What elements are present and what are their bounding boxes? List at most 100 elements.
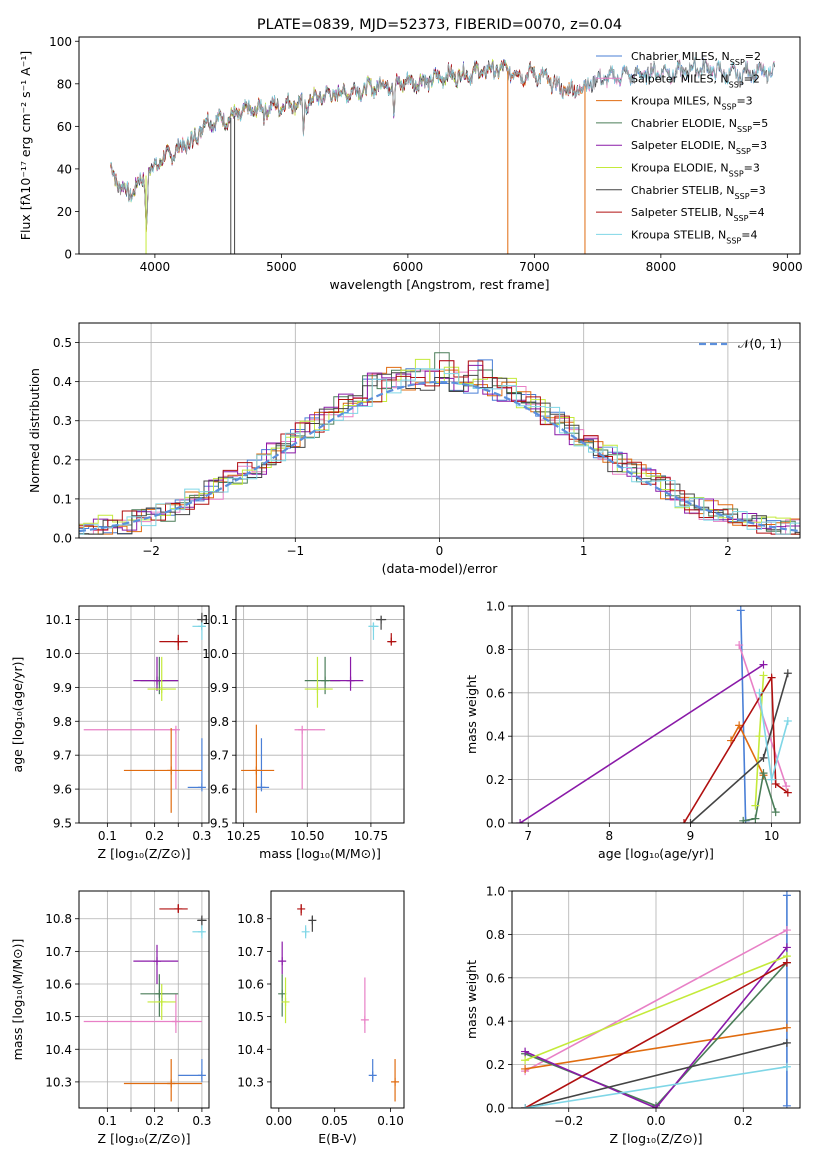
weight-line-0	[740, 610, 747, 821]
weight-point-4-1	[652, 1104, 660, 1108]
weight-point-1-1	[782, 926, 791, 935]
weight-line-8	[524, 1066, 788, 1108]
x-tick-label: 0.00	[265, 1114, 292, 1128]
legend-nssp-equals: =	[750, 184, 759, 197]
weight-point-0-0	[736, 606, 745, 615]
data-point-6	[197, 916, 206, 925]
panel-mass-vs-ebv: 0.00 0.05 0.10 10.3 10.4 10.5 10.6 10.7 10.8 E(B-…	[237, 890, 405, 1146]
data-point-2	[252, 766, 261, 775]
legend-nssp-prefix: , N	[719, 184, 734, 197]
x-tick-label: 5000	[266, 260, 297, 274]
weight-line-3	[743, 772, 777, 822]
data-point-1	[298, 725, 307, 734]
y-tick-label: 0.2	[486, 773, 505, 787]
y-tick-label: 10.1	[202, 613, 229, 627]
x-axis-label: Z [log₁₀(Z/Z⊙)]	[98, 1131, 191, 1146]
data-point-3	[278, 989, 287, 998]
y-tick-label: 9.5	[210, 817, 229, 831]
normal-curve	[79, 380, 800, 533]
data-point-4	[153, 676, 161, 685]
data-point-5	[157, 997, 166, 1006]
weight-point-5-0	[751, 801, 760, 810]
y-tick-label: 10.8	[237, 912, 264, 926]
plot-area	[83, 612, 207, 813]
legend-nssp-prefix: , N	[715, 50, 730, 63]
weight-point-0-1	[782, 891, 791, 900]
histogram-step-5	[79, 358, 800, 535]
data-point-8	[301, 927, 310, 936]
legend-label: Salpeter ELODIE, NSSP=3	[631, 139, 767, 156]
weight-point-2-0	[521, 1064, 530, 1073]
y-tick-label: 10.1	[45, 613, 72, 627]
legend-nssp-prefix: , N	[722, 117, 737, 130]
y-axis-label: mass weight	[464, 960, 479, 1039]
y-tick-label: 10.6	[45, 978, 72, 992]
x-tick-label: 0.0	[646, 1114, 665, 1128]
y-tick-label: 10.5	[237, 1010, 264, 1024]
data-point-4	[153, 957, 161, 966]
data-point-5	[157, 685, 166, 694]
weight-point-6-1	[759, 753, 768, 762]
data-point-1	[171, 725, 180, 734]
plot-frame	[78, 605, 210, 824]
legend-nssp-value: 2	[754, 50, 761, 63]
y-tick-label: 20	[57, 205, 72, 219]
legend-nssp-value: 3	[760, 139, 767, 152]
legend-label: Chabrier MILES, NSSP=2	[631, 50, 761, 67]
panel-weight-vs-age: 7 8 9 10 0.0 0.2 0.4 0.6 0.8 1.0 age [log₁₀(age/yr…	[464, 600, 801, 861]
panel-age-vs-Z: 0.1 0.2 0.3 9.5 9.6 9.7 9.8 9.9 10.0 10.1 Z [log₁₀…	[10, 605, 211, 861]
legend-nssp-equals: =	[744, 162, 753, 175]
weight-point-8-1	[767, 775, 776, 784]
legend-nssp-value: 5	[761, 117, 768, 130]
x-tick-label: 0.10	[377, 1114, 404, 1128]
data-point-6	[197, 615, 206, 624]
y-tick-label: 9.6	[210, 783, 229, 797]
y-tick-label: 9.8	[210, 715, 229, 729]
data-point-1	[360, 1015, 369, 1024]
x-tick-label: 0.1	[98, 829, 117, 843]
y-tick-label: 0.6	[486, 971, 505, 985]
x-tick-label: 7000	[519, 260, 550, 274]
legend-nssp-equals: =	[736, 95, 745, 108]
panel-spectrum: 4000 5000 6000 7000 8000 9000 0 20 40 60 80 100 wave…	[18, 17, 803, 292]
weight-point-3-2	[759, 769, 768, 778]
x-tick-label: 0.2	[145, 829, 164, 843]
legend: 𝒩(0, 1)	[699, 337, 782, 351]
plot-area	[516, 606, 792, 823]
legend-nssp-value: 2	[753, 72, 760, 85]
legend-nssp-subscript: SSP	[721, 102, 736, 111]
x-tick-label: 9000	[772, 260, 803, 274]
plot-area	[110, 57, 776, 254]
legend-series-name: Salpeter STELIB	[631, 206, 718, 219]
data-point-4	[346, 676, 355, 685]
weight-point-8-0	[755, 688, 764, 697]
legend-nssp-subscript: SSP	[729, 169, 744, 178]
y-tick-label: 0.3	[53, 414, 72, 428]
plot-area	[241, 615, 397, 813]
legend-label: 𝒩(0, 1)	[738, 337, 782, 351]
legend-nssp-prefix: , N	[711, 228, 726, 241]
data-point-5	[313, 685, 322, 694]
legend-nssp-subscript: SSP	[726, 236, 741, 245]
legend-nssp-equals: =	[751, 139, 760, 152]
y-tick-label: 9.8	[53, 715, 72, 729]
x-tick-label: 8	[606, 829, 614, 843]
data-point-6	[377, 615, 386, 624]
data-point-5	[281, 997, 290, 1006]
y-axis-label: Normed distribution	[27, 368, 42, 493]
plot-area	[278, 904, 400, 1102]
weight-line-2	[524, 1026, 788, 1070]
y-tick-label: 10.6	[237, 978, 264, 992]
weight-point-3-0	[739, 816, 748, 823]
legend-nssp-value: 3	[746, 95, 753, 108]
y-tick-label: 0.1	[53, 492, 72, 506]
y-tick-label: 0.0	[486, 817, 505, 831]
weight-point-5-0	[521, 1056, 530, 1065]
legend-nssp-prefix: , N	[713, 162, 728, 175]
weight-point-8-0	[521, 1104, 530, 1108]
data-point-2	[167, 1079, 176, 1088]
data-point-7	[174, 637, 183, 646]
y-tick-label: 10.7	[45, 945, 72, 959]
x-tick-label: 4000	[140, 260, 171, 274]
